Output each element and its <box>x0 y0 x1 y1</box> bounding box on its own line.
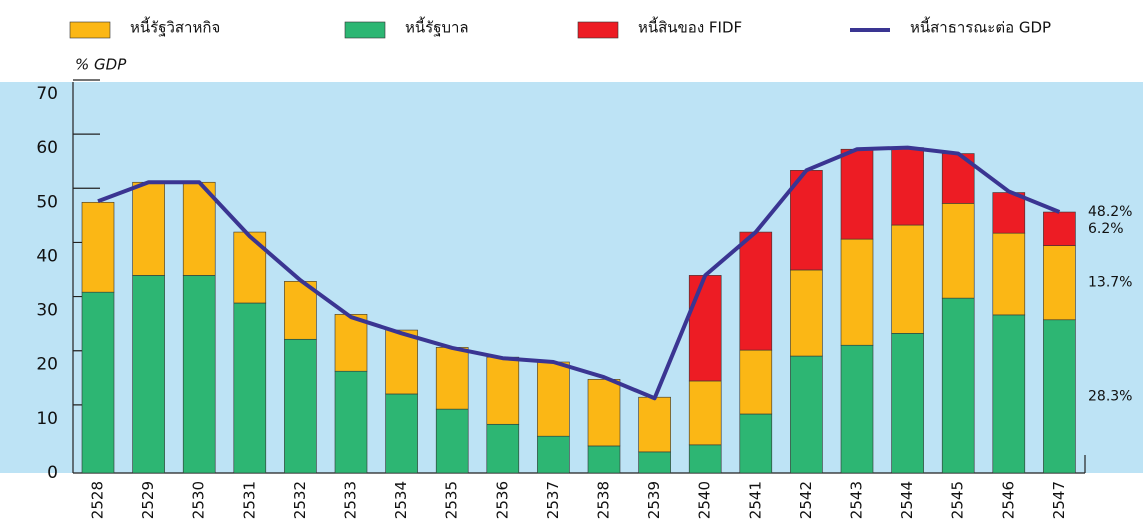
x-tick-label: 2529 <box>139 481 157 519</box>
bar-segment <box>284 281 317 340</box>
bar-segment <box>638 451 671 474</box>
bar-segment <box>486 423 520 474</box>
y-tick-label: 20 <box>36 355 58 375</box>
bar-segment <box>182 275 216 474</box>
bar-segment <box>688 444 722 474</box>
bar-segment <box>739 413 773 474</box>
y-tick-label: 60 <box>36 138 58 158</box>
bar-segment <box>486 356 520 425</box>
x-tick-label: 2531 <box>240 481 258 519</box>
x-tick-label: 2537 <box>544 481 562 519</box>
y-tick-label: 0 <box>47 463 58 483</box>
legend-swatch <box>577 21 619 39</box>
bar-segment <box>537 435 570 474</box>
y-tick-label: 30 <box>36 301 58 321</box>
legend-swatch <box>344 21 386 39</box>
x-tick-label: 2534 <box>392 481 410 519</box>
bar-segment <box>587 379 621 447</box>
bar-segment <box>334 314 368 372</box>
x-tick-label: 2532 <box>291 481 309 519</box>
bar-segment <box>739 231 773 351</box>
bar-segment <box>132 181 165 276</box>
value-label: 13.7% <box>1088 275 1132 291</box>
bar-segment <box>537 361 570 437</box>
bar-segment <box>840 148 874 240</box>
x-tick-label: 2533 <box>342 481 360 519</box>
x-tick-label: 2541 <box>746 481 764 519</box>
x-tick-label: 2528 <box>89 481 107 519</box>
bar-segment <box>891 224 924 334</box>
bar-segment <box>941 297 975 474</box>
legend-label: หนี้รัฐบาล <box>405 17 469 37</box>
line-series <box>97 145 1061 401</box>
bar-segment <box>840 344 874 474</box>
bar-segment <box>385 329 418 395</box>
bar-segment <box>1043 211 1076 246</box>
value-label: 28.3% <box>1088 388 1132 404</box>
x-tick-label: 2542 <box>797 481 815 519</box>
bar-segment <box>688 380 722 446</box>
x-tick-label: 2530 <box>190 481 208 519</box>
x-tick-label: 2546 <box>999 481 1017 519</box>
bar-segment <box>81 291 115 474</box>
x-tick-label: 2540 <box>696 481 714 519</box>
bar-segment <box>941 203 975 299</box>
x-tick-label: 2536 <box>493 481 511 519</box>
value-label: 6.2% <box>1088 221 1124 237</box>
legend-label: หนี้สินของ FIDF <box>638 17 742 37</box>
bar-segment <box>1043 319 1076 474</box>
x-tick-label: 2535 <box>443 481 461 519</box>
x-tick-label: 2547 <box>1050 481 1068 519</box>
bar-segment <box>284 338 317 474</box>
x-tick-label: 2543 <box>848 481 866 519</box>
bar-segment <box>233 302 267 474</box>
bar-segment <box>891 333 924 474</box>
x-tick-label: 2538 <box>595 481 613 519</box>
x-tick-label: 2539 <box>645 481 663 519</box>
bar-segment <box>790 269 823 357</box>
bar-segment <box>840 238 874 346</box>
bar-segment <box>992 314 1026 474</box>
bar-segment <box>385 393 418 474</box>
bar-segment <box>132 275 165 474</box>
bar-segment <box>790 170 823 271</box>
bar-segment <box>790 355 823 474</box>
x-tick-label: 2545 <box>949 481 967 519</box>
bar-segment <box>891 147 924 226</box>
y-tick-label: 10 <box>36 409 58 429</box>
bar-segment <box>182 181 216 276</box>
bar-segment <box>435 408 469 474</box>
x-tick-label: 2544 <box>898 481 916 519</box>
legend-label: หนี้สาธารณะต่อ GDP <box>910 17 1051 37</box>
bar-segment <box>81 201 115 293</box>
bar-segment <box>739 349 773 415</box>
y-axis-label: % GDP <box>75 56 127 74</box>
y-tick-label: 70 <box>36 84 58 104</box>
bar-segment <box>992 192 1026 234</box>
legend-label: หนี้รัฐวิสาหกิจ <box>130 17 220 37</box>
bar-segment <box>334 370 368 474</box>
bar-segment <box>638 396 671 453</box>
bar-segment <box>587 445 621 474</box>
bar-segment <box>233 231 267 304</box>
y-tick-label: 40 <box>36 246 58 266</box>
bar-segment <box>688 275 722 382</box>
y-tick-label: 50 <box>36 192 58 212</box>
bar-segment <box>992 232 1026 316</box>
value-label: 48.2% <box>1088 204 1132 220</box>
bar-segment <box>435 347 469 410</box>
legend-swatch <box>69 21 111 39</box>
bar-segment <box>1043 245 1076 321</box>
